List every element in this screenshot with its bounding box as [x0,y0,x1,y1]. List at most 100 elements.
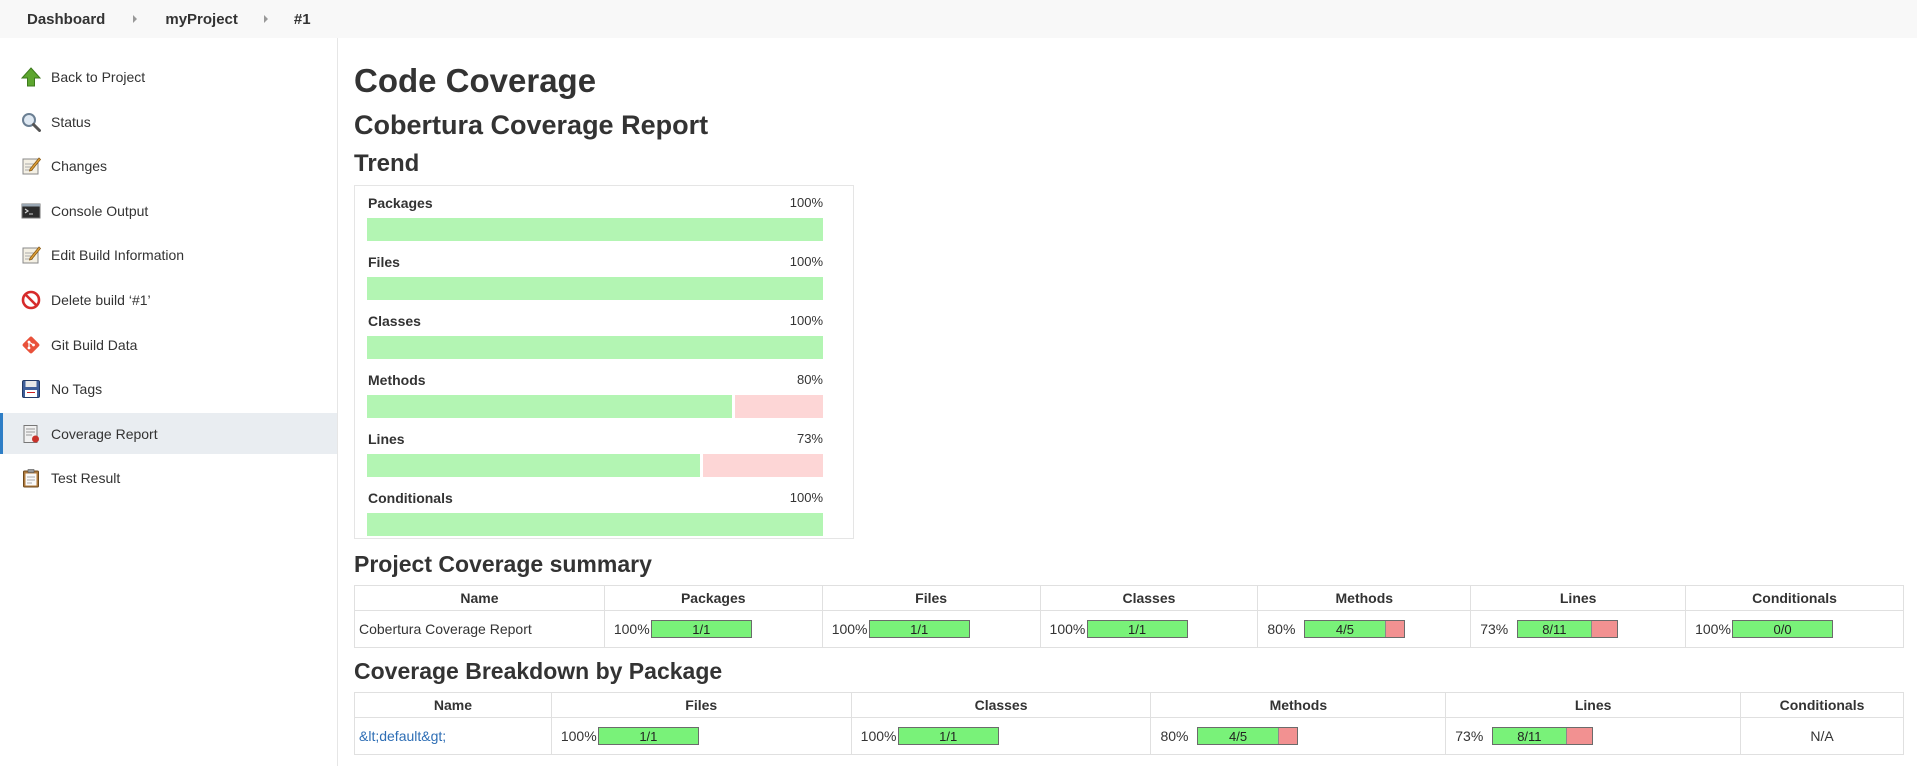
table-row: &lt;default&gt; 100% 1/1 100% 1/1 80% 4/5 73% 8/… [354,717,1904,755]
conditionals-value: N/A [1740,717,1904,755]
covered-bar [1087,621,1187,637]
covered-bar [367,454,700,477]
coverage-cell: 80% 4/5 [1257,610,1472,648]
coverage-cell: 100% 0/0 [1685,610,1904,648]
trend-label: Classes [368,313,421,329]
coverage-percent: 100% [1695,621,1731,637]
sidebar-item-label: Test Result [51,469,121,486]
coverage-percent: 80% [1160,728,1189,744]
missed-bar [734,395,823,418]
trend-row-lines: Lines 73% [367,431,823,490]
sidebar-item-coverage-report[interactable]: Coverage Report [0,413,337,454]
column-header-classes: Classes [1039,585,1259,611]
sidebar-item-no-tags[interactable]: No Tags [0,368,337,409]
coverage-cell-content: 100% 1/1 [609,620,818,638]
table-header-row: Name Files Classes Methods Lines Conditionals [354,692,1904,718]
breakdown-title: Coverage Breakdown by Package [354,658,723,684]
coverage-percent: 73% [1480,621,1509,637]
coverage-bar: 8/11 [1492,727,1594,745]
notepad-icon [20,244,42,266]
sidebar-item-back-to-project[interactable]: Back to Project [0,56,337,97]
breadcrumb-build[interactable]: #1 [293,10,311,28]
summary-table: Name Packages Files Classes Methods Lines Cond… [354,585,1904,648]
column-header-conditionals: Conditionals [1740,692,1904,718]
sidebar-item-label: Delete build ‘#1’ [51,291,151,308]
chevron-right-icon[interactable] [263,15,268,23]
trend-label: Lines [368,431,405,447]
coverage-bar: 4/5 [1304,620,1406,638]
breakdown-table: Name Files Classes Methods Lines Conditionals… [354,692,1904,755]
covered-bar [367,277,823,300]
sidebar-item-git-build-data[interactable]: Git Build Data [0,324,337,365]
coverage-percent: 73% [1455,728,1484,744]
trend-bar [367,336,823,359]
trend-title: Trend [354,150,420,177]
coverage-cell: 100% 1/1 [603,610,823,648]
sidebar-item-edit-build-information[interactable]: Edit Build Information [0,234,337,275]
missed-bar [1565,728,1593,744]
missed-bar [1384,621,1405,637]
column-header-lines: Lines [1470,585,1687,611]
sidebar-item-test-result[interactable]: Test Result [0,457,337,498]
report-title: Cobertura Coverage Report [354,110,709,140]
trend-label: Files [368,254,400,270]
coverage-ratio: 1/1 [639,729,658,744]
bar-gap [699,454,703,477]
trend-percent: 73% [796,431,823,446]
sidebar-item-label: No Tags [51,380,103,397]
covered-bar [1733,621,1833,637]
trend-row-methods: Methods 80% [367,372,823,431]
coverage-ratio: 4/5 [1335,622,1354,637]
coverage-bar: 1/1 [650,620,752,638]
trend-label: Conditionals [368,490,453,506]
trend-row-files: Files 100% [367,254,823,313]
covered-bar [869,621,969,637]
covered-bar [367,513,823,536]
floppy-disk-icon [20,378,42,400]
covered-bar [651,621,751,637]
table-header-row: Name Packages Files Classes Methods Lines Cond… [354,585,1904,611]
sidebar-item-delete-build[interactable]: Delete build ‘#1’ [0,279,337,320]
column-header-methods: Methods [1257,585,1472,611]
coverage-percent: 100% [613,621,650,637]
trend-percent: 100% [789,490,823,505]
coverage-bar: 1/1 [868,620,970,638]
package-link[interactable]: &lt;default&gt; [359,728,447,744]
column-header-packages: Packages [603,585,823,611]
coverage-bar: 1/1 [597,727,699,745]
coverage-ratio: 1/1 [1127,622,1147,637]
summary-title: Project Coverage summary [354,551,652,577]
trend-bar [367,218,823,241]
missed-bar [702,454,823,477]
breadcrumb: Dashboard myProject #1 [0,0,1917,38]
chevron-right-icon[interactable] [133,15,138,23]
covered-bar [898,728,998,744]
breadcrumb-myproject[interactable]: myProject [165,10,238,28]
coverage-cell: 100% 1/1 [1039,610,1259,648]
coverage-ratio: 8/11 [1517,729,1542,744]
sidebar-item-console-output[interactable]: Console Output [0,190,337,231]
trend-row-conditionals: Conditionals 100% [367,490,823,549]
column-header-name: Name [354,585,605,611]
column-header-name: Name [354,692,552,718]
coverage-percent: 100% [831,621,868,637]
coverage-bar: 0/0 [1732,620,1834,638]
sidebar-item-label: Console Output [51,202,149,219]
covered-bar [1493,728,1566,744]
coverage-cell-content: 100% 1/1 [1045,620,1254,638]
coverage-cell-content: 100% 0/0 [1690,620,1899,638]
breadcrumb-dashboard[interactable]: Dashboard [27,10,106,28]
trend-percent: 80% [796,372,823,387]
coverage-cell: 100% 1/1 [550,717,852,755]
column-header-classes: Classes [850,692,1152,718]
sidebar-item-label: Coverage Report [51,425,158,442]
sidebar-item-changes[interactable]: Changes [0,145,337,186]
missed-bar [1277,728,1298,744]
terminal-icon [20,200,42,222]
sidebar-item-status[interactable]: Status [0,101,337,142]
coverage-cell-content: 73% 8/11 [1475,620,1681,638]
bar-gap [731,395,735,418]
row-name: Cobertura Coverage Report [354,610,605,648]
trend-label: Methods [368,372,426,388]
magnifier-icon [20,111,42,133]
